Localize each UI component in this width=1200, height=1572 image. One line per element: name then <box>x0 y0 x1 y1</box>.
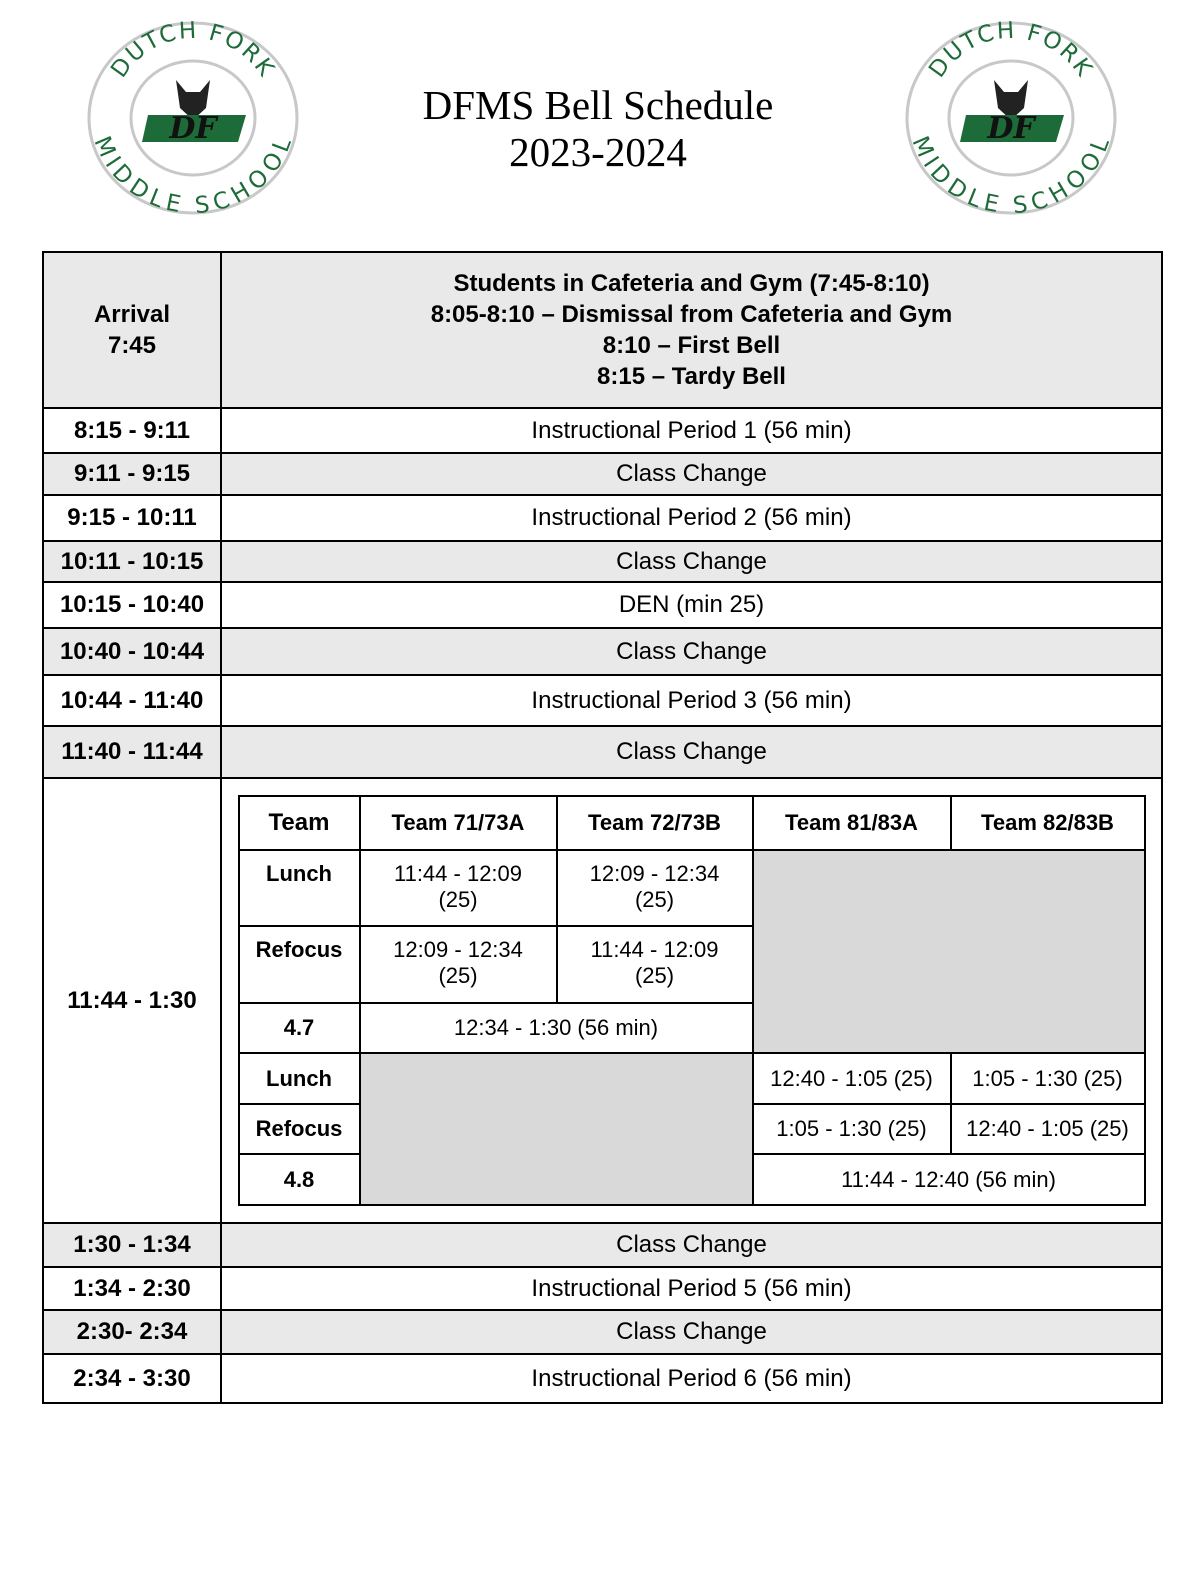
title-line: DFMS Bell Schedule <box>422 82 774 128</box>
row-time: 10:44 - 11:40 <box>42 674 222 727</box>
grade8-lunch-row: Lunch 12:40 - 1:05 (25) 1:05 - 1:30 (25) <box>237 1052 1146 1206</box>
svg-text:DF: DF <box>986 111 1037 146</box>
duration: (25) <box>438 963 478 988</box>
row-label: 4.8 <box>237 1153 361 1206</box>
row-activity: Class Change <box>220 540 1163 583</box>
row-label: Refocus <box>237 1103 361 1155</box>
schedule-row: 10:11 - 10:15 Class Change <box>42 540 1163 583</box>
time: 11:44 - 12:09 <box>393 861 523 886</box>
row-time: 2:30- 2:34 <box>42 1309 222 1355</box>
cell: 12:34 - 1:30 (56 min) <box>358 1002 754 1054</box>
schedule-row: 1:34 - 2:30 Instructional Period 5 (56 mi… <box>42 1266 1163 1311</box>
grade8-refocus-row: Refocus 1:05 - 1:30 (25) 12:40 - 1:05 (2… <box>237 1103 1146 1155</box>
row-time: 1:30 - 1:34 <box>42 1222 222 1268</box>
row-label: Lunch <box>237 1052 361 1105</box>
grade7-refocus-row: Refocus 12:09 - 12:34 (25) 11:44 - 12:09(… <box>237 925 1145 1004</box>
lunch-block-row: 11:44 - 1:30 Team Team 71/73A Team 72/73… <box>42 777 1163 1224</box>
row-activity: Instructional Period 6 (56 min) <box>220 1353 1163 1404</box>
schedule-row: 8:15 - 9:11 Instructional Period 1 (56 mi… <box>42 407 1163 454</box>
arrival-detail: 8:15 – Tardy Bell <box>597 363 786 390</box>
schedule-row: 2:30- 2:34 Class Change <box>42 1309 1163 1355</box>
row-time: 8:15 - 9:11 <box>42 407 222 454</box>
cell: 1:05 - 1:30 (25) <box>751 1103 952 1155</box>
school-logo-right: DUTCH FORK MIDDLE SCHOOL DF <box>905 20 1117 216</box>
arrival-row: Arrival 7:45 Students in Cafeteria and G… <box>42 251 1163 409</box>
row-time: 11:40 - 11:44 <box>42 725 222 779</box>
lunch-header-row: Team Team 71/73A Team 72/73B Team 81/83A… <box>237 795 1146 851</box>
schedule-row: 10:15 - 10:40 DEN (min 25) <box>42 581 1163 629</box>
svg-text:DF: DF <box>168 111 219 146</box>
row-time: 10:11 - 10:15 <box>42 540 222 583</box>
row-time: 10:15 - 10:40 <box>42 581 222 629</box>
cell: 11:44 - 12:09 (25) <box>358 849 558 927</box>
time: 11:44 - 12:09 <box>590 937 719 962</box>
schedule-row: 9:11 - 9:15 Class Change <box>42 452 1163 496</box>
grade8-period-row: 4.8 11:44 - 12:40 (56 min) <box>237 1153 1146 1206</box>
schedule-row: 10:44 - 11:40 Instructional Period 3 (56 … <box>42 674 1163 727</box>
arrival-time-value: 7:45 <box>107 332 157 359</box>
grade7-lunch-row: Lunch 11:44 - 12:09 (25) 12:09 - 12:34 (25… <box>237 849 1146 1054</box>
row-label: Lunch <box>237 849 361 927</box>
svg-text:DUTCH FORK: DUTCH FORK <box>924 20 1098 83</box>
arrival-detail: 8:10 – First Bell <box>602 332 781 359</box>
arrival-detail: Students in Cafeteria and Gym (7:45-8:10… <box>453 270 930 297</box>
bell-schedule-table: Arrival 7:45 Students in Cafeteria and G… <box>42 251 1163 1404</box>
row-time: 10:40 - 10:44 <box>42 627 222 676</box>
row-activity: Instructional Period 1 (56 min) <box>220 407 1163 454</box>
header-team-72-73b: Team 72/73B <box>555 795 754 851</box>
lunch-table: Team Team 71/73A Team 72/73B Team 81/83A… <box>237 795 1146 1206</box>
header-team-71-73a: Team 71/73A <box>358 795 558 851</box>
row-activity: Class Change <box>220 725 1163 779</box>
arrival-time: Arrival 7:45 <box>42 251 222 409</box>
row-label: 4.7 <box>237 1002 361 1054</box>
cell: 12:40 - 1:05 (25) <box>751 1052 952 1105</box>
row-activity: Instructional Period 5 (56 min) <box>220 1266 1163 1311</box>
cell: 12:09 - 12:34 (25) <box>555 849 754 927</box>
duration: (25) <box>634 887 675 912</box>
title-year: 2023-2024 <box>509 129 687 175</box>
row-time: 9:11 - 9:15 <box>42 452 222 496</box>
school-logo-left: DUTCH FORK MIDDLE SCHOOL DF <box>87 20 299 216</box>
row-label: Refocus <box>237 925 361 1004</box>
arrival-label: Arrival <box>93 301 171 328</box>
duration: (25) <box>634 963 675 988</box>
row-activity: Class Change <box>220 1222 1163 1268</box>
row-activity: Instructional Period 2 (56 min) <box>220 494 1163 542</box>
time: 12:09 - 12:34 <box>589 861 720 886</box>
row-activity: Instructional Period 3 (56 min) <box>220 674 1163 727</box>
lunch-block-cell: Team Team 71/73A Team 72/73B Team 81/83A… <box>220 777 1163 1224</box>
cell: 11:44 - 12:09 (25) <box>555 925 754 1004</box>
row-time: 2:34 - 3:30 <box>42 1353 222 1404</box>
row-time: 9:15 - 10:11 <box>42 494 222 542</box>
svg-text:DUTCH FORK: DUTCH FORK <box>106 20 280 83</box>
row-activity: Class Change <box>220 1309 1163 1355</box>
row-activity: Class Change <box>220 627 1163 676</box>
schedule-row: 11:40 - 11:44 Class Change <box>42 725 1163 779</box>
row-activity: DEN (min 25) <box>220 581 1163 629</box>
row-time: 1:34 - 2:30 <box>42 1266 222 1311</box>
cell: 12:09 - 12:34 (25) <box>358 925 558 1004</box>
page-title: DFMS Bell Schedule 2023-2024 <box>350 82 846 176</box>
header-team-82-83b: Team 82/83B <box>949 795 1146 851</box>
schedule-row: 9:15 - 10:11 Instructional Period 2 (56 m… <box>42 494 1163 542</box>
grade7-period-row: 4.7 12:34 - 1:30 (56 min) <box>237 1002 1145 1054</box>
schedule-row: 2:34 - 3:30 Instructional Period 6 (56 mi… <box>42 1353 1163 1404</box>
schedule-row: 1:30 - 1:34 Class Change <box>42 1222 1163 1268</box>
row-activity: Class Change <box>220 452 1163 496</box>
duration: (25) <box>438 887 478 912</box>
cell: 11:44 - 12:40 (56 min) <box>751 1153 1146 1206</box>
arrival-detail: 8:05-8:10 – Dismissal from Cafeteria and… <box>430 301 953 328</box>
empty-shaded-cell <box>358 1052 754 1206</box>
arrival-details: Students in Cafeteria and Gym (7:45-8:10… <box>220 251 1163 409</box>
lunch-block-time: 11:44 - 1:30 <box>42 777 222 1224</box>
header-team: Team <box>237 795 361 851</box>
empty-shaded-cell <box>751 849 1146 1054</box>
cell: 1:05 - 1:30 (25) <box>949 1052 1146 1105</box>
time: 12:09 - 12:34 <box>393 937 523 962</box>
cell: 12:40 - 1:05 (25) <box>949 1103 1146 1155</box>
schedule-row: 10:40 - 10:44 Class Change <box>42 627 1163 676</box>
header-team-81-83a: Team 81/83A <box>751 795 952 851</box>
